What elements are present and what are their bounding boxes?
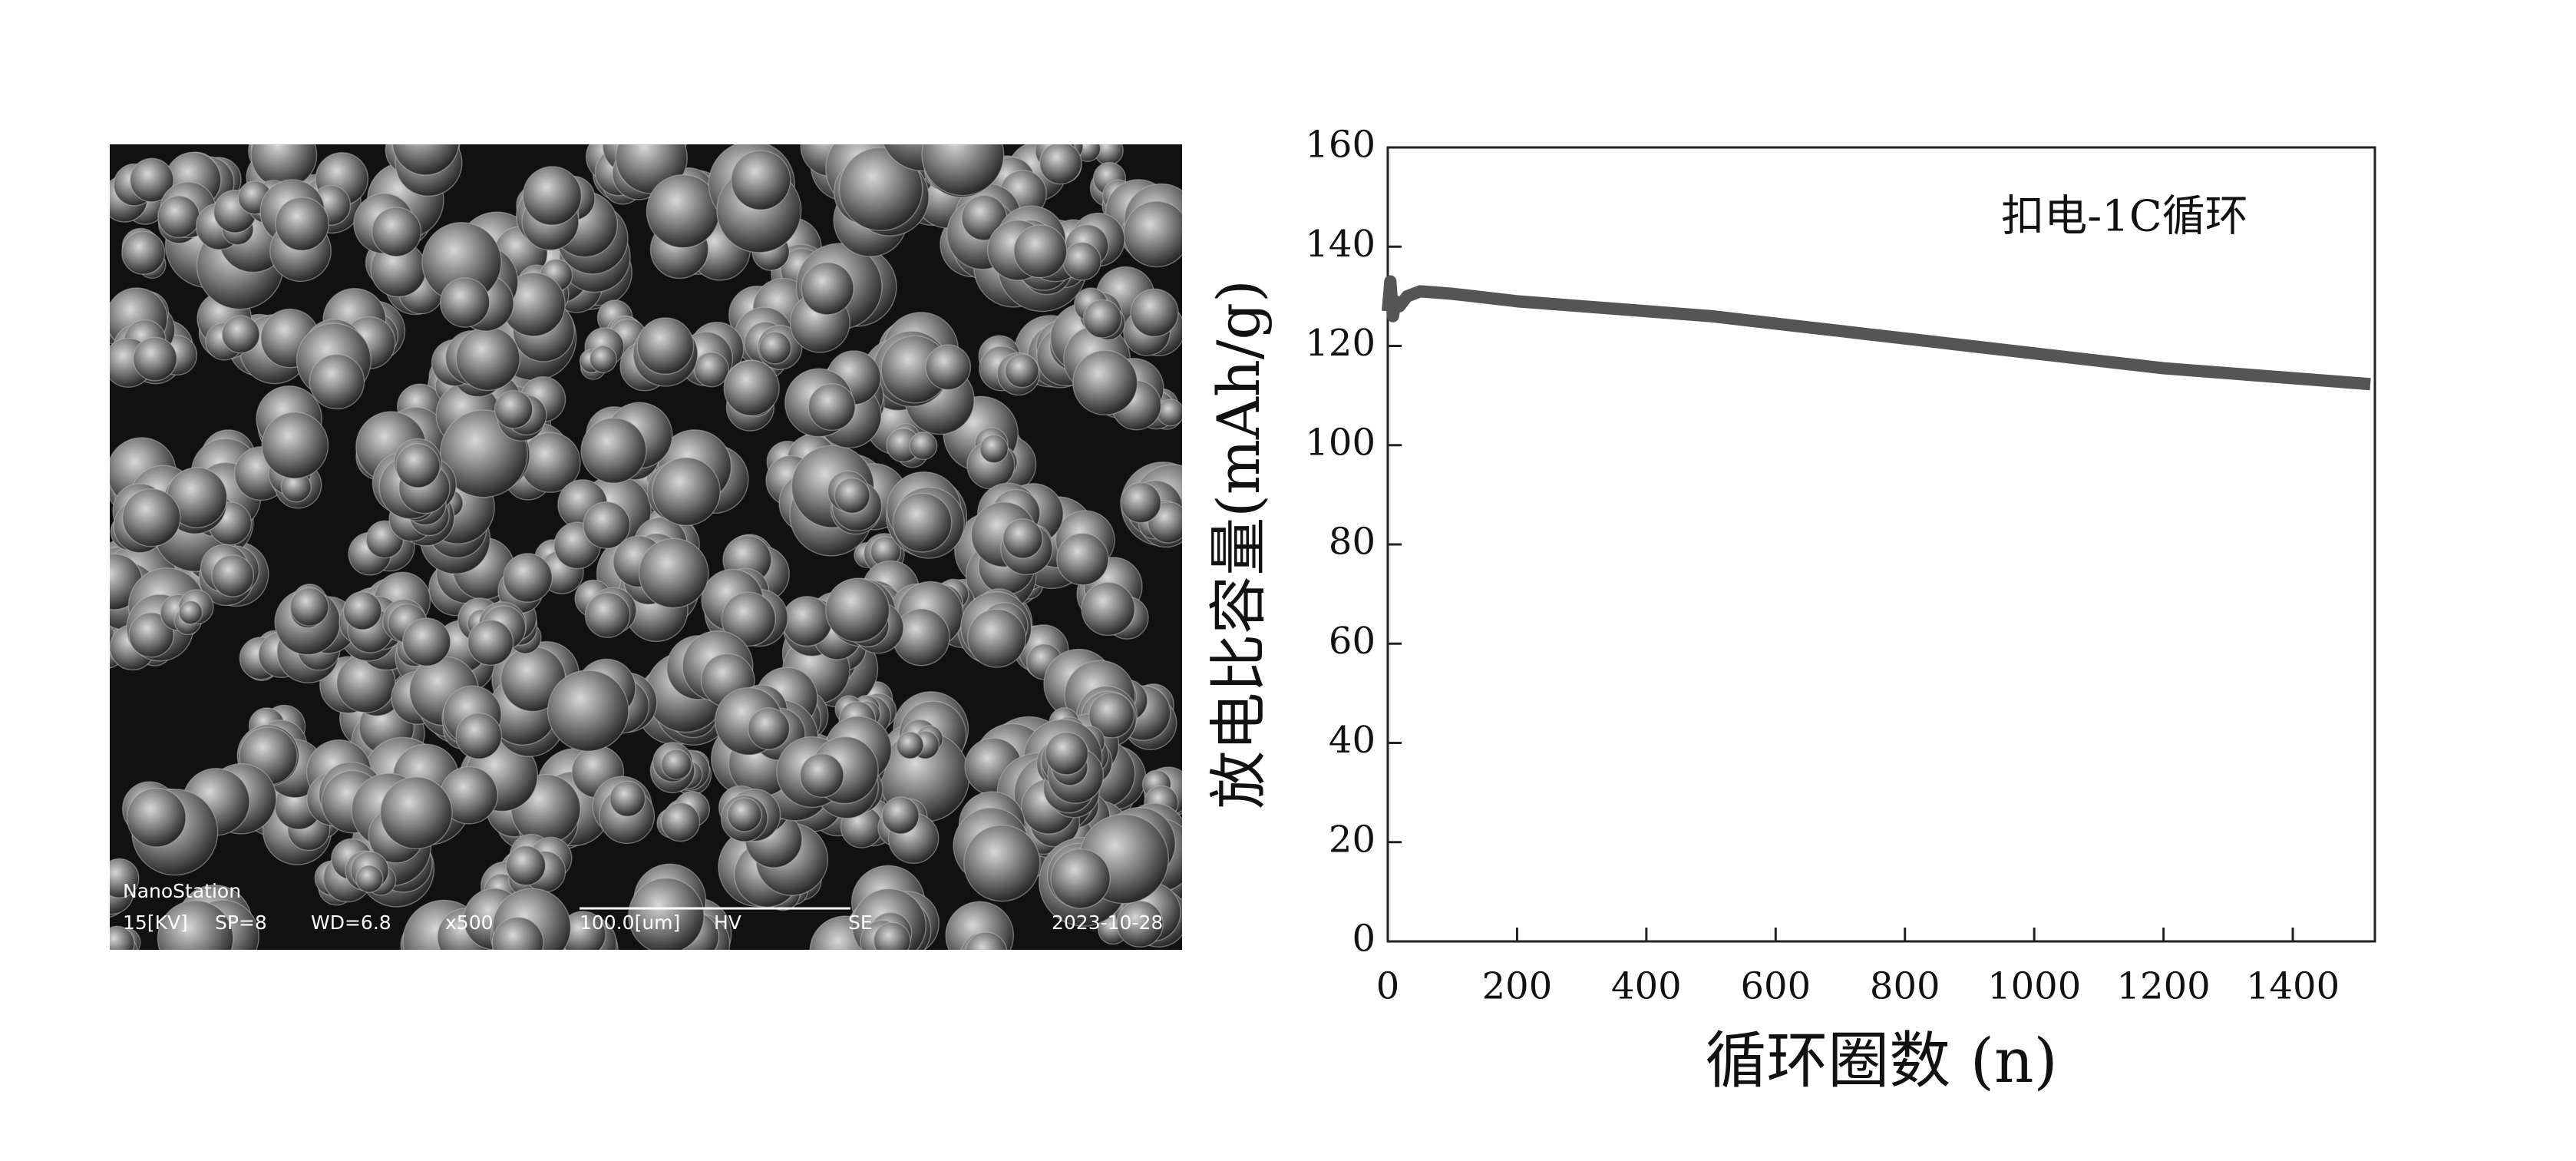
x-tick-label: 600 — [1740, 965, 1811, 1008]
sem-info-item: HV — [714, 911, 741, 934]
x-tick-label: 1200 — [2117, 965, 2211, 1008]
sem-info-item: WD=6.8 — [311, 911, 391, 934]
sem-info-item: SP=8 — [215, 911, 267, 934]
x-axis-title: 循环圈数 (n) — [1705, 1025, 2057, 1096]
y-tick-label: 40 — [1329, 719, 1376, 762]
y-axis-title: 放电比容量(mAh/g) — [1204, 280, 1273, 809]
y-tick-label: 120 — [1305, 322, 1376, 365]
y-tick-label: 20 — [1329, 818, 1376, 861]
y-tick-label: 140 — [1305, 223, 1376, 266]
x-tick-label: 800 — [1870, 965, 1940, 1008]
y-tick-label: 80 — [1329, 521, 1376, 564]
sem-brand: NanoStation — [123, 880, 241, 902]
sem-info-item: 15[KV] — [123, 911, 188, 934]
annotation: 扣电-1C循环 — [2001, 192, 2247, 242]
sem-info-item: x500 — [445, 911, 494, 934]
sem-info-item: SE — [848, 911, 873, 934]
sem-info-item: 2023-10-28 — [1052, 911, 1163, 934]
x-tick-label: 400 — [1611, 965, 1682, 1008]
chart: 0 20 40 60 80 100 120 140 160 0 200 400 600 800 1000 12… — [1204, 124, 2376, 1096]
x-tick-label: 0 — [1376, 965, 1400, 1008]
y-tick-label: 100 — [1305, 421, 1376, 464]
x-tick-label: 200 — [1482, 965, 1553, 1008]
plot-frame — [1386, 146, 2376, 943]
x-tick-label: 1000 — [1987, 965, 2081, 1008]
x-tick-label: 1400 — [2246, 965, 2340, 1008]
y-tick-label: 160 — [1305, 124, 1376, 167]
sem-info-item: 100.0[um] — [580, 911, 680, 934]
sem-particles — [110, 144, 1182, 950]
sem-info: 15[KV] SP=8 WD=6.8 x500 100.0[um] HV SE 2023-10… — [123, 911, 1163, 934]
data-line — [1382, 275, 2371, 391]
y-tick-label: 0 — [1352, 918, 1376, 961]
y-tick-label: 60 — [1329, 620, 1376, 663]
